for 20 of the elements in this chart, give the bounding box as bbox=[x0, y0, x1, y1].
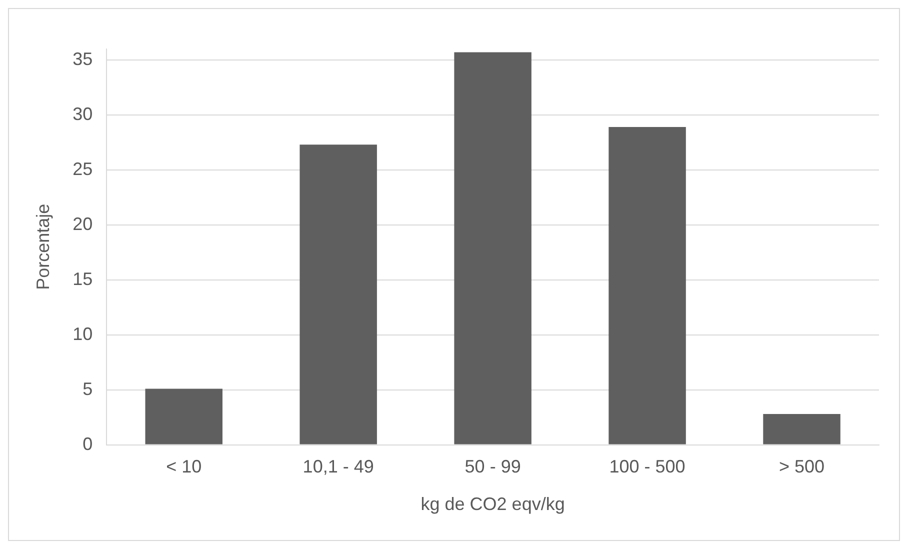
x-tick-label: 100 - 500 bbox=[609, 456, 686, 477]
bar bbox=[454, 52, 532, 444]
x-tick-label: > 500 bbox=[778, 456, 825, 477]
y-tick-label: 0 bbox=[82, 434, 93, 454]
y-tick-label: 35 bbox=[72, 48, 93, 69]
bar bbox=[300, 144, 377, 444]
x-tick-label: < 10 bbox=[166, 456, 202, 477]
x-axis-title: kg de CO2 eqv/kg bbox=[420, 494, 565, 514]
y-tick-label: 5 bbox=[82, 378, 93, 399]
bar bbox=[145, 388, 222, 444]
y-tick-label: 25 bbox=[72, 158, 93, 179]
x-tick-label: 50 - 99 bbox=[464, 456, 521, 477]
bar bbox=[608, 127, 686, 444]
y-tick-label: 10 bbox=[72, 324, 93, 344]
bar bbox=[763, 414, 840, 444]
y-axis-title: Porcentaje bbox=[32, 204, 53, 290]
y-tick-label: 30 bbox=[72, 104, 93, 124]
y-tick-label: 20 bbox=[72, 214, 93, 234]
x-tick-label: 10,1 - 49 bbox=[302, 456, 374, 477]
y-tick-label: 15 bbox=[72, 268, 93, 289]
